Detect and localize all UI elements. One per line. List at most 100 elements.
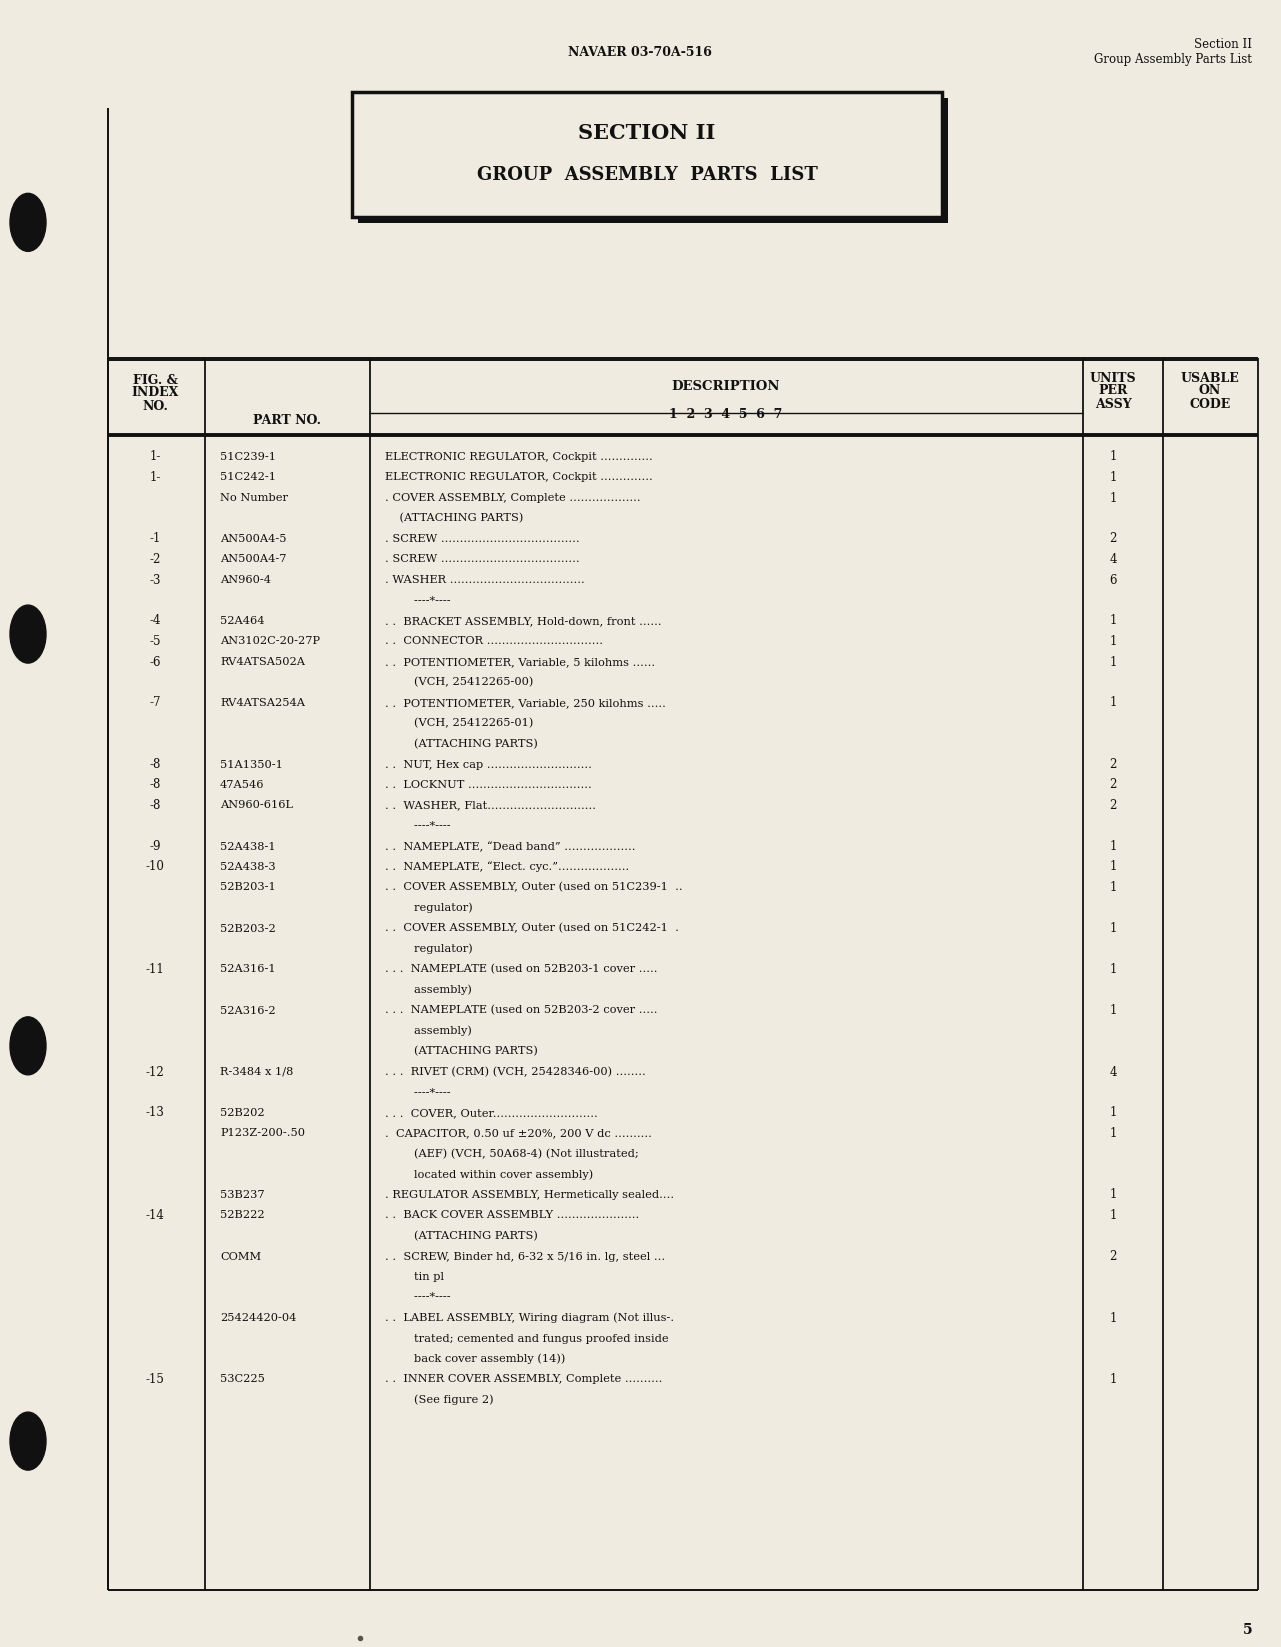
Text: 2: 2	[1109, 779, 1117, 792]
Text: Group Assembly Parts List: Group Assembly Parts List	[1094, 53, 1252, 66]
Text: 1: 1	[1109, 491, 1117, 504]
Text: trated; cemented and fungus proofed inside: trated; cemented and fungus proofed insi…	[386, 1334, 669, 1344]
Text: -3: -3	[150, 573, 160, 586]
Text: . . .  RIVET (CRM) (VCH, 25428346-00) ........: . . . RIVET (CRM) (VCH, 25428346-00) ...…	[386, 1067, 646, 1077]
Text: (See figure 2): (See figure 2)	[386, 1395, 493, 1405]
Ellipse shape	[10, 193, 46, 252]
Text: ON: ON	[1199, 384, 1221, 397]
Text: -8: -8	[150, 779, 160, 792]
Text: 1: 1	[1109, 471, 1117, 484]
Text: tin pl: tin pl	[386, 1271, 445, 1281]
Text: . .  POTENTIOMETER, Variable, 250 kilohms .....: . . POTENTIOMETER, Variable, 250 kilohms…	[386, 698, 666, 708]
Text: 25424420-04: 25424420-04	[220, 1313, 296, 1323]
Text: . . .  NAMEPLATE (used on 52B203-2 cover .....: . . . NAMEPLATE (used on 52B203-2 cover …	[386, 1005, 657, 1016]
Text: back cover assembly (14)): back cover assembly (14))	[386, 1354, 565, 1364]
Text: . WASHER ....................................: . WASHER ...............................…	[386, 575, 584, 585]
Text: . .  LABEL ASSEMBLY, Wiring diagram (Not illus-.: . . LABEL ASSEMBLY, Wiring diagram (Not …	[386, 1313, 674, 1323]
Text: (ATTACHING PARTS): (ATTACHING PARTS)	[386, 1046, 538, 1057]
Text: 1-: 1-	[150, 471, 160, 484]
Text: -6: -6	[150, 656, 160, 669]
Text: COMM: COMM	[220, 1252, 261, 1262]
Text: -13: -13	[146, 1107, 164, 1120]
Text: . REGULATOR ASSEMBLY, Hermetically sealed....: . REGULATOR ASSEMBLY, Hermetically seale…	[386, 1191, 674, 1201]
Text: GROUP  ASSEMBLY  PARTS  LIST: GROUP ASSEMBLY PARTS LIST	[477, 166, 817, 184]
Text: 52B203-2: 52B203-2	[220, 924, 275, 934]
Text: DESCRIPTION: DESCRIPTION	[671, 379, 780, 392]
Text: (VCH, 25412265-01): (VCH, 25412265-01)	[386, 718, 533, 728]
Text: (ATTACHING PARTS): (ATTACHING PARTS)	[386, 1230, 538, 1242]
Text: 53C225: 53C225	[220, 1375, 265, 1385]
Text: ----*----: ----*----	[386, 1087, 451, 1097]
Text: 1: 1	[1109, 1374, 1117, 1387]
Text: . .  COVER ASSEMBLY, Outer (used on 51C239-1  ..: . . COVER ASSEMBLY, Outer (used on 51C23…	[386, 883, 683, 893]
Text: 1: 1	[1109, 656, 1117, 669]
Text: -8: -8	[150, 799, 160, 812]
Text: . .  SCREW, Binder hd, 6-32 x 5/16 in. lg, steel ...: . . SCREW, Binder hd, 6-32 x 5/16 in. lg…	[386, 1252, 665, 1262]
Text: 1: 1	[1109, 1189, 1117, 1202]
Text: (ATTACHING PARTS): (ATTACHING PARTS)	[386, 740, 538, 749]
Text: . .  CONNECTOR ...............................: . . CONNECTOR ..........................…	[386, 636, 603, 647]
Text: 2: 2	[1109, 1250, 1117, 1263]
Text: 1-: 1-	[150, 451, 160, 463]
Ellipse shape	[10, 604, 46, 664]
Text: -15: -15	[146, 1374, 164, 1387]
Text: . .  INNER COVER ASSEMBLY, Complete ..........: . . INNER COVER ASSEMBLY, Complete .....…	[386, 1375, 662, 1385]
Text: assembly): assembly)	[386, 985, 471, 995]
Text: 1: 1	[1109, 636, 1117, 647]
Text: 52B202: 52B202	[220, 1108, 265, 1118]
Text: 52B203-1: 52B203-1	[220, 883, 275, 893]
Text: 1: 1	[1109, 1005, 1117, 1016]
Text: 1: 1	[1109, 451, 1117, 463]
Text: -8: -8	[150, 758, 160, 771]
Text: 5: 5	[1243, 1622, 1252, 1637]
Text: ELECTRONIC REGULATOR, Cockpit ..............: ELECTRONIC REGULATOR, Cockpit ..........…	[386, 473, 653, 483]
Text: 51C242-1: 51C242-1	[220, 473, 275, 483]
Text: 6: 6	[1109, 573, 1117, 586]
Text: (VCH, 25412265-00): (VCH, 25412265-00)	[386, 677, 533, 688]
Text: 52A438-1: 52A438-1	[220, 842, 275, 851]
Ellipse shape	[10, 1016, 46, 1075]
Text: -1: -1	[150, 532, 160, 545]
Text: 52B222: 52B222	[220, 1211, 265, 1220]
Text: . .  LOCKNUT .................................: . . LOCKNUT ............................…	[386, 781, 592, 791]
Text: . .  BACK COVER ASSEMBLY ......................: . . BACK COVER ASSEMBLY ................…	[386, 1211, 639, 1220]
Text: AN3102C-20-27P: AN3102C-20-27P	[220, 636, 320, 647]
Text: 1: 1	[1109, 963, 1117, 977]
Text: . .  NAMEPLATE, “Dead band” ...................: . . NAMEPLATE, “Dead band” .............…	[386, 842, 635, 851]
Text: -12: -12	[146, 1066, 164, 1079]
Text: UNITS: UNITS	[1090, 372, 1136, 384]
Text: ----*----: ----*----	[386, 1293, 451, 1303]
Text: PER: PER	[1098, 384, 1127, 397]
Text: 51A1350-1: 51A1350-1	[220, 759, 283, 769]
Text: -7: -7	[150, 697, 160, 710]
Text: 53B237: 53B237	[220, 1191, 265, 1201]
Text: . .  COVER ASSEMBLY, Outer (used on 51C242-1  .: . . COVER ASSEMBLY, Outer (used on 51C24…	[386, 924, 679, 934]
Text: . .  POTENTIOMETER, Variable, 5 kilohms ......: . . POTENTIOMETER, Variable, 5 kilohms .…	[386, 657, 655, 667]
Text: -5: -5	[150, 636, 160, 647]
Text: . . .  COVER, Outer............................: . . . COVER, Outer......................…	[386, 1108, 598, 1118]
Text: FIG. &: FIG. &	[132, 374, 178, 387]
Text: assembly): assembly)	[386, 1026, 471, 1036]
Text: SECTION II: SECTION II	[578, 124, 716, 143]
Text: 1: 1	[1109, 922, 1117, 935]
Text: 52A464: 52A464	[220, 616, 264, 626]
Text: NAVAER 03-70A-516: NAVAER 03-70A-516	[567, 46, 712, 59]
Text: 1  2  3  4  5  6  7: 1 2 3 4 5 6 7	[669, 408, 783, 422]
Text: -10: -10	[146, 860, 164, 873]
Text: (AEF) (VCH, 50A68-4) (Not illustrated;: (AEF) (VCH, 50A68-4) (Not illustrated;	[386, 1150, 639, 1159]
Text: . .  NUT, Hex cap ............................: . . NUT, Hex cap .......................…	[386, 759, 592, 769]
Text: P123Z-200-.50: P123Z-200-.50	[220, 1128, 305, 1138]
Text: 1: 1	[1109, 1107, 1117, 1120]
Text: No Number: No Number	[220, 492, 288, 502]
Text: AN960-616L: AN960-616L	[220, 800, 293, 810]
Text: 51C239-1: 51C239-1	[220, 451, 275, 463]
Text: 1: 1	[1109, 614, 1117, 628]
Text: 52A316-1: 52A316-1	[220, 965, 275, 975]
Text: Section II: Section II	[1194, 38, 1252, 51]
Text: PART NO.: PART NO.	[254, 413, 322, 427]
Text: CODE: CODE	[1189, 397, 1231, 410]
Text: ----*----: ----*----	[386, 820, 451, 832]
Text: . SCREW .....................................: . SCREW ................................…	[386, 534, 579, 544]
Text: . .  WASHER, Flat.............................: . . WASHER, Flat........................…	[386, 800, 596, 810]
Text: USABLE: USABLE	[1181, 372, 1240, 384]
